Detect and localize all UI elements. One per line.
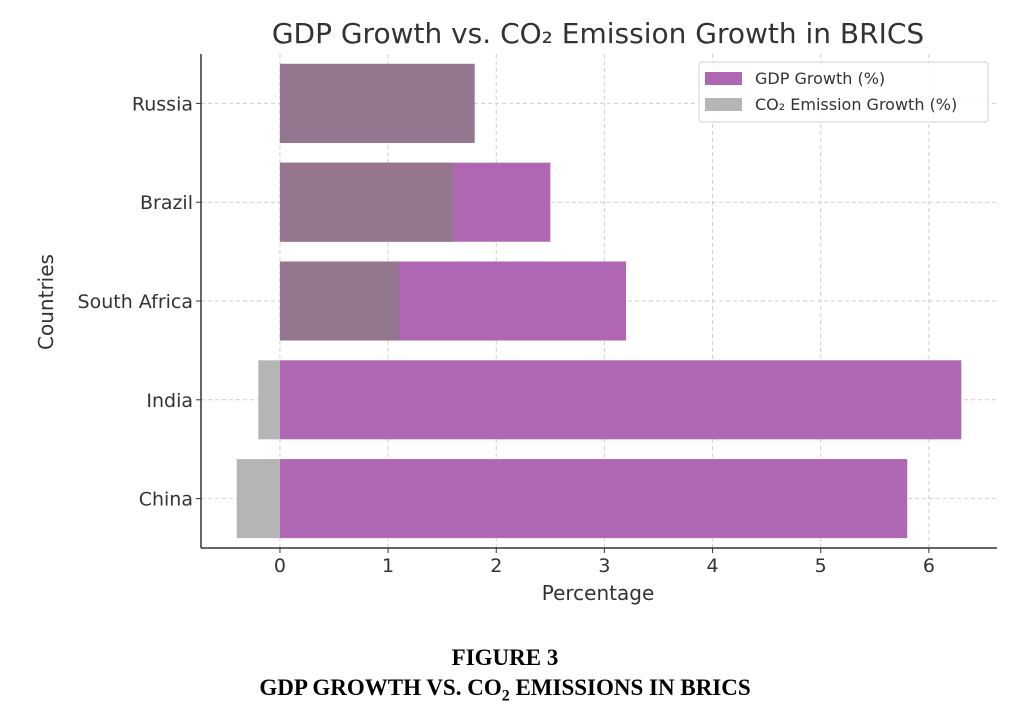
bar-co2-south-africa: [279, 261, 399, 341]
x-tick-label: 4: [707, 555, 719, 577]
y-tick-label: Brazil: [140, 192, 193, 214]
x-tick-label: 2: [490, 555, 502, 577]
y-axis-label: Countries: [34, 254, 58, 350]
legend-label-co2: CO₂ Emission Growth (%): [755, 95, 957, 114]
chart-svg: GDP Growth vs. CO₂ Emission Growth in BR…: [34, 17, 997, 605]
bar-co2-china: [236, 459, 280, 539]
y-tick-label: Russia: [132, 93, 193, 115]
legend: GDP Growth (%) CO₂ Emission Growth (%): [698, 61, 989, 123]
chart: GDP Growth vs. CO₂ Emission Growth in BR…: [34, 17, 997, 605]
legend-swatch-co2: [705, 98, 742, 111]
legend-label-gdp: GDP Growth (%): [755, 69, 885, 88]
axes: 0 1 2 3 4 5 6 Russia Brazil South Africa India Chin…: [78, 54, 997, 577]
figure-caption-part: EMISSIONS IN BRICS: [509, 675, 751, 700]
legend-frame: [698, 61, 989, 123]
x-tick-label: 0: [274, 555, 286, 577]
bar-gdp-china: [279, 459, 908, 539]
x-tick-label: 1: [382, 555, 394, 577]
x-axis-label: Percentage: [542, 581, 655, 605]
bar-co2-india: [258, 360, 280, 440]
y-tick-label: China: [139, 489, 193, 511]
y-tick-label: India: [146, 390, 193, 412]
x-tick-label: 6: [923, 555, 935, 577]
bar-co2-russia: [279, 63, 475, 143]
figure-number: FIGURE 3: [451, 645, 559, 670]
x-tick-label: 3: [598, 555, 610, 577]
legend-swatch-gdp: [705, 72, 742, 85]
figure-caption-part: GDP GROWTH VS. CO: [259, 675, 502, 700]
figure-caption: GDP GROWTH VS. CO2 EMISSIONS IN BRICS: [0, 675, 1010, 706]
figure-caption-subscript: 2: [501, 687, 510, 705]
x-tick-label: 5: [815, 555, 827, 577]
bar-gdp-india: [279, 360, 962, 440]
bars: [236, 63, 962, 539]
bar-co2-brazil: [279, 162, 453, 242]
y-tick-label: South Africa: [78, 291, 193, 313]
chart-title: GDP Growth vs. CO₂ Emission Growth in BR…: [272, 17, 924, 50]
